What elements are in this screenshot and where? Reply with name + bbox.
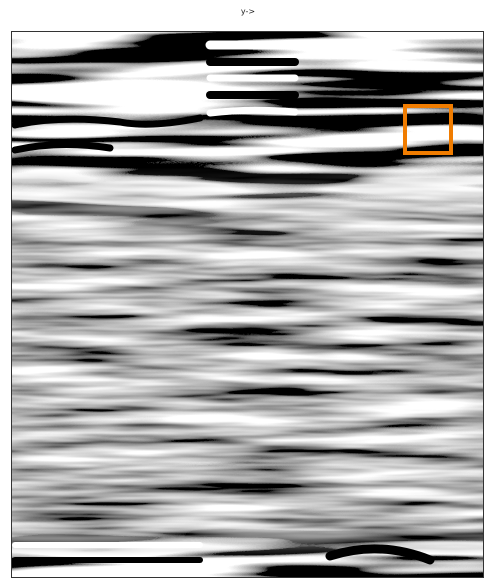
band [210, 110, 295, 113]
seismic-image [11, 31, 484, 578]
band [15, 118, 200, 125]
page: y-> (() => { const data = JSON.parse(doc… [0, 0, 484, 578]
figure: y-> [0, 0, 484, 578]
title: y-> [241, 7, 255, 16]
